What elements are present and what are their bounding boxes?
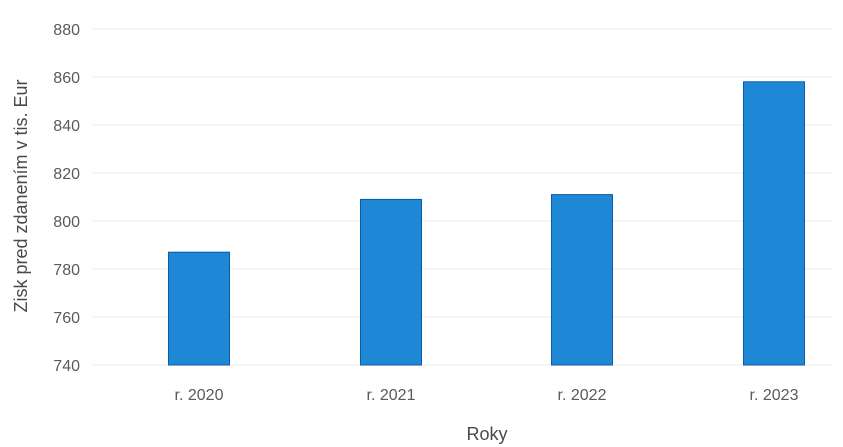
bar-r-2021 bbox=[360, 198, 422, 366]
y-tick-label: 840 bbox=[53, 118, 80, 135]
y-tick-label: 760 bbox=[53, 310, 80, 327]
x-axis-ticks: r. 2020 r. 2021 r. 2022 r. 2023 bbox=[175, 387, 799, 404]
x-tick-label: r. 2022 bbox=[558, 387, 607, 404]
y-tick-label: 800 bbox=[53, 214, 80, 231]
y-axis-title: Zisk pred zdanením v tis. Eur bbox=[11, 79, 31, 312]
bar-r-2022 bbox=[551, 194, 613, 366]
y-axis-ticks: 880 860 840 820 800 780 760 740 bbox=[53, 22, 80, 375]
y-tick-label: 860 bbox=[53, 70, 80, 87]
y-tick-label: 880 bbox=[53, 22, 80, 39]
bars bbox=[168, 81, 805, 366]
x-tick-label: r. 2021 bbox=[367, 387, 416, 404]
y-tick-label: 780 bbox=[53, 262, 80, 279]
x-axis-title: Roky bbox=[466, 424, 507, 444]
x-tick-label: r. 2023 bbox=[750, 387, 799, 404]
bar-r-2020 bbox=[168, 251, 230, 366]
x-tick-label: r. 2020 bbox=[175, 387, 224, 404]
y-tick-label: 740 bbox=[53, 358, 80, 375]
bar-r-2023 bbox=[743, 81, 805, 366]
y-tick-label: 820 bbox=[53, 166, 80, 183]
